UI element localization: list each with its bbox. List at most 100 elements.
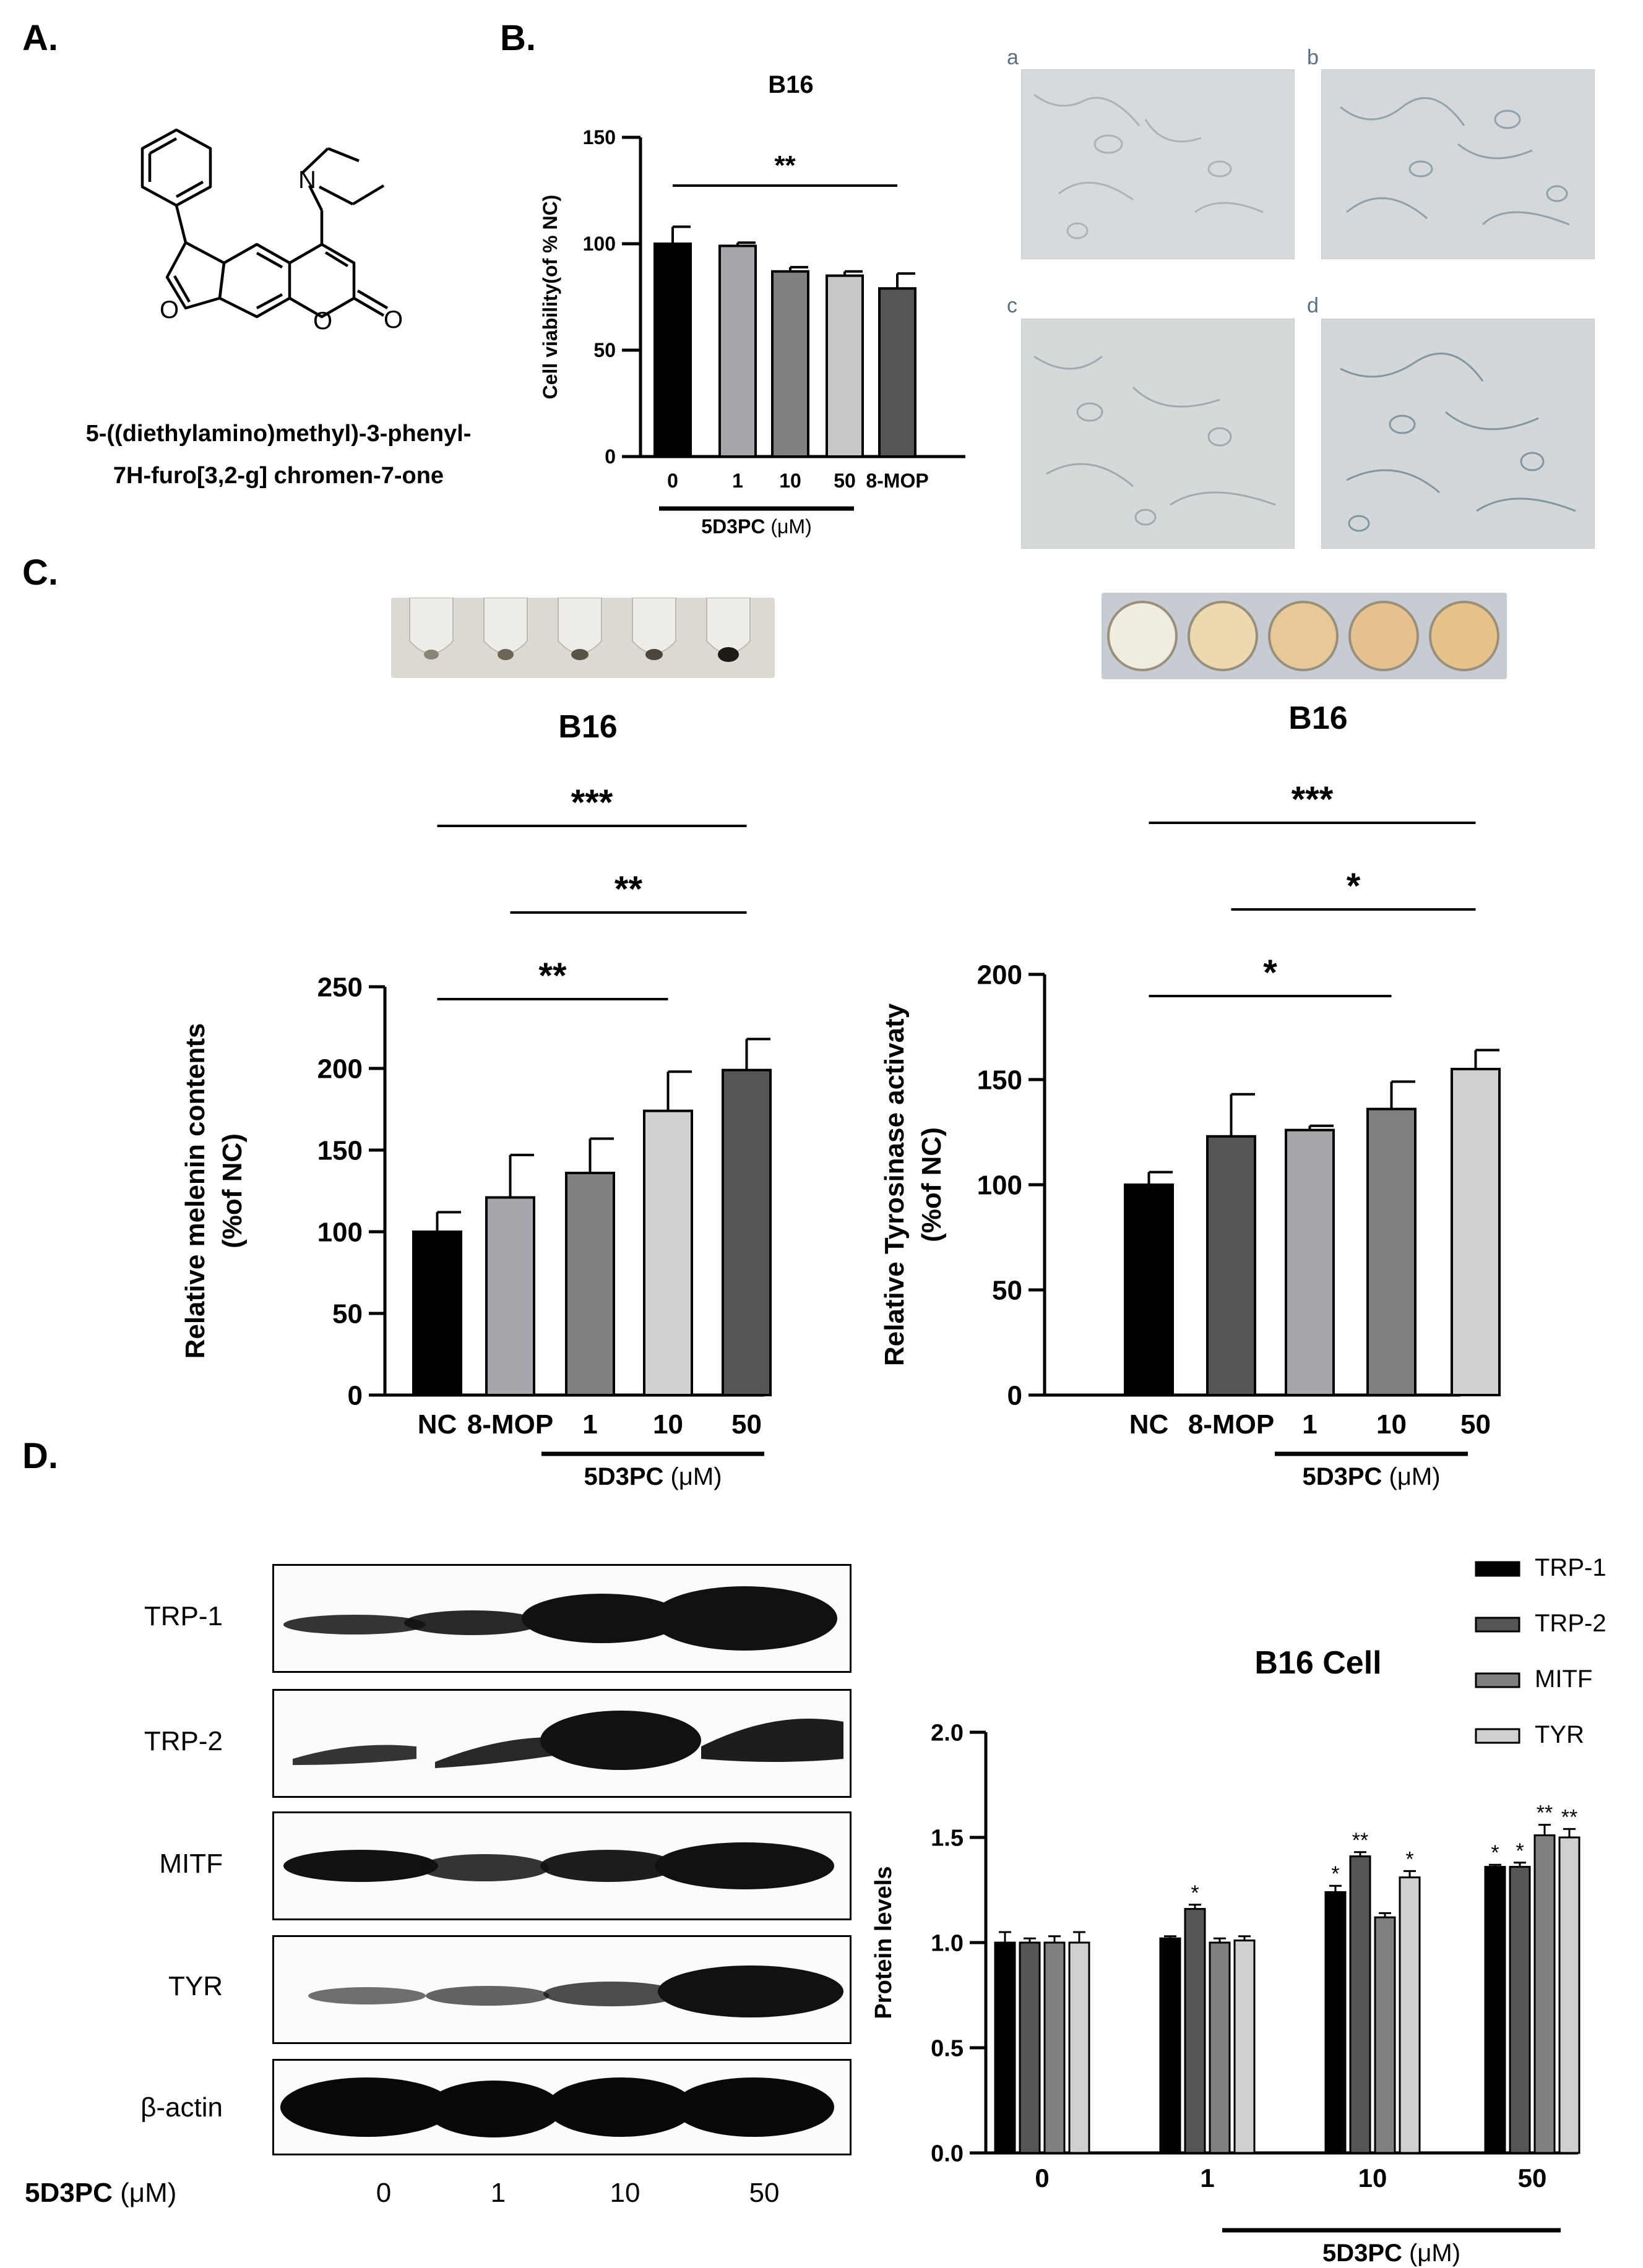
melanin-group-compound: 5D3PC: [584, 1463, 670, 1490]
protein-xtick-label: 0: [1035, 2163, 1049, 2193]
carbonyl-oxygen-atom: O: [384, 306, 403, 333]
tyrosinase-xtick-label: 1: [1302, 1409, 1317, 1440]
bar-tyr-1: [1233, 1939, 1256, 2154]
melanin-ytick-label: 0: [348, 1380, 363, 1411]
blot-beta-actin: [272, 2059, 852, 2155]
protein-group-label: 5D3PC (μM): [1322, 2240, 1460, 2267]
bar-trp-1-0: [994, 1941, 1016, 2154]
significance-star: **: [1352, 1829, 1368, 1852]
panel-letter-b: B.: [500, 18, 536, 58]
bar-trp-1-10: [1324, 1891, 1347, 2154]
legend-swatch-trp-2: [1475, 1617, 1520, 1633]
protein-group-unit: (μM): [1409, 2240, 1460, 2267]
bar-trp-2-0: [1019, 1941, 1041, 2154]
protein-xtick-label: 10: [1358, 2163, 1387, 2193]
blot-tyr: [272, 1935, 852, 2044]
viability-ylabel: Cell viability(of % NC): [539, 195, 561, 400]
bar-trp-2-1: [1184, 1908, 1206, 2154]
viability-significance-stars: **: [774, 150, 796, 181]
legend-label-trp-1: TRP-1: [1535, 1554, 1606, 1581]
viability-group-label: 5D3PC (μM): [701, 515, 811, 538]
melanin-ytick-label: 200: [317, 1054, 363, 1084]
melanin-group-unit: (μM): [671, 1463, 722, 1490]
melanin-bar-1: [565, 1171, 615, 1396]
tyrosinase-title: B16: [1288, 700, 1347, 736]
bar-tyr-10: [1399, 1876, 1421, 2154]
blot-label-mitf: MITF: [159, 1849, 223, 1879]
melanin-xtick-label: NC: [418, 1409, 457, 1440]
tyrosinase-ytick-label: 100: [977, 1170, 1022, 1200]
viability-group-unit: (μM): [770, 515, 811, 538]
viability-xtick-label: 10: [779, 470, 801, 492]
viability-xtick-label: 50: [834, 470, 856, 492]
melanin-group-label: 5D3PC (μM): [584, 1463, 722, 1490]
legend-label-trp-2: TRP-2: [1535, 1610, 1606, 1637]
melanin-ytick-label: 250: [317, 972, 363, 1002]
furan-ring: [165, 241, 226, 310]
protein-xtick-label: 50: [1518, 2163, 1547, 2193]
significance-star: *: [1405, 1847, 1413, 1871]
blot-label-tyr: TYR: [168, 1971, 223, 2001]
viability-title: B16: [768, 71, 813, 98]
protein-ylabel: Protein levels: [871, 1866, 897, 2019]
melanin-bar-8-mop: [485, 1196, 535, 1397]
melanin-significance-stars: ***: [571, 783, 613, 823]
viability-group-compound: 5D3PC: [701, 515, 770, 538]
panel-letter-a: A.: [22, 18, 58, 58]
melanin-ylabel-line1: Relative melenin contents: [180, 1023, 210, 1359]
tyrosinase-group-label: 5D3PC (μM): [1302, 1463, 1440, 1490]
legend-swatch-tyr: [1475, 1728, 1520, 1744]
melanin-ytick-label: 100: [317, 1217, 363, 1247]
chemical-structure: N O O O: [140, 128, 403, 335]
blot-mitf: [272, 1811, 852, 1920]
tyrosinase-xtick-label: 50: [1460, 1409, 1491, 1440]
legend-label-tyr: TYR: [1535, 1721, 1584, 1748]
protein-ytick-label: 1.0: [931, 1930, 964, 1956]
melanin-ytick-label: 150: [317, 1135, 363, 1166]
legend-label-mitf: MITF: [1535, 1665, 1592, 1693]
protein-ytick-label: 1.5: [931, 1825, 964, 1851]
bar-trp-1-50: [1484, 1866, 1506, 2154]
tyrosinase-significance-stars: ***: [1292, 780, 1334, 820]
micrograph-a-texture: [1022, 70, 1294, 259]
tyrosinase-ytick-label: 150: [977, 1065, 1022, 1095]
bar-mitf-0: [1043, 1941, 1066, 2154]
melanin-xtick-label: 1: [582, 1409, 597, 1440]
tyrosinase-ytick-label: 0: [1007, 1380, 1022, 1411]
micrograph-d-texture: [1322, 319, 1594, 548]
blot-lane-0: 0: [376, 2178, 392, 2208]
melanin-bar-50: [722, 1068, 772, 1396]
melanin-significance-stars: **: [538, 956, 567, 996]
viability-xtick-label: 0: [667, 470, 678, 492]
viability-bar-1: [718, 244, 757, 458]
significance-star: *: [1516, 1839, 1524, 1863]
blot-label-beta-actin: β-actin: [140, 2092, 223, 2123]
micrograph-label-c: c: [1007, 294, 1017, 317]
protein-title: B16 Cell: [1254, 1645, 1381, 1681]
tyrosinase-xtick-label: 10: [1376, 1409, 1407, 1440]
blot-trp1: [272, 1564, 852, 1673]
panel-letter-c: C.: [22, 552, 58, 593]
bar-tyr-50: [1558, 1836, 1580, 2154]
tyrosinase-ytick-label: 200: [977, 960, 1022, 990]
bar-trp-2-10: [1349, 1855, 1371, 2154]
micrograph-label-b: b: [1307, 46, 1319, 69]
melanin-ytick-label: 50: [332, 1299, 363, 1329]
pyrone-ring: [288, 243, 356, 319]
protein-ytick-label: 0.5: [931, 2035, 964, 2061]
significance-star: *: [1491, 1841, 1499, 1865]
tyrosinase-ytick-label: 50: [992, 1275, 1022, 1305]
viability-ytick-label: 0: [605, 445, 616, 468]
viability-ytick-label: 100: [583, 233, 616, 255]
melanin-title: B16: [558, 709, 617, 745]
lactone-oxygen-atom: O: [313, 307, 332, 335]
protein-ytick-label: 2.0: [931, 1720, 964, 1746]
bar-trp-2-50: [1509, 1866, 1531, 2154]
tyrosinase-group-compound: 5D3PC: [1302, 1463, 1389, 1490]
melanin-bar-10: [643, 1109, 693, 1396]
melanin-xtick-label: 8-MOP: [467, 1409, 553, 1440]
tyrosinase-group-unit: (μM): [1389, 1463, 1441, 1490]
significance-star: *: [1331, 1862, 1339, 1886]
micrograph-a: [1021, 69, 1295, 259]
